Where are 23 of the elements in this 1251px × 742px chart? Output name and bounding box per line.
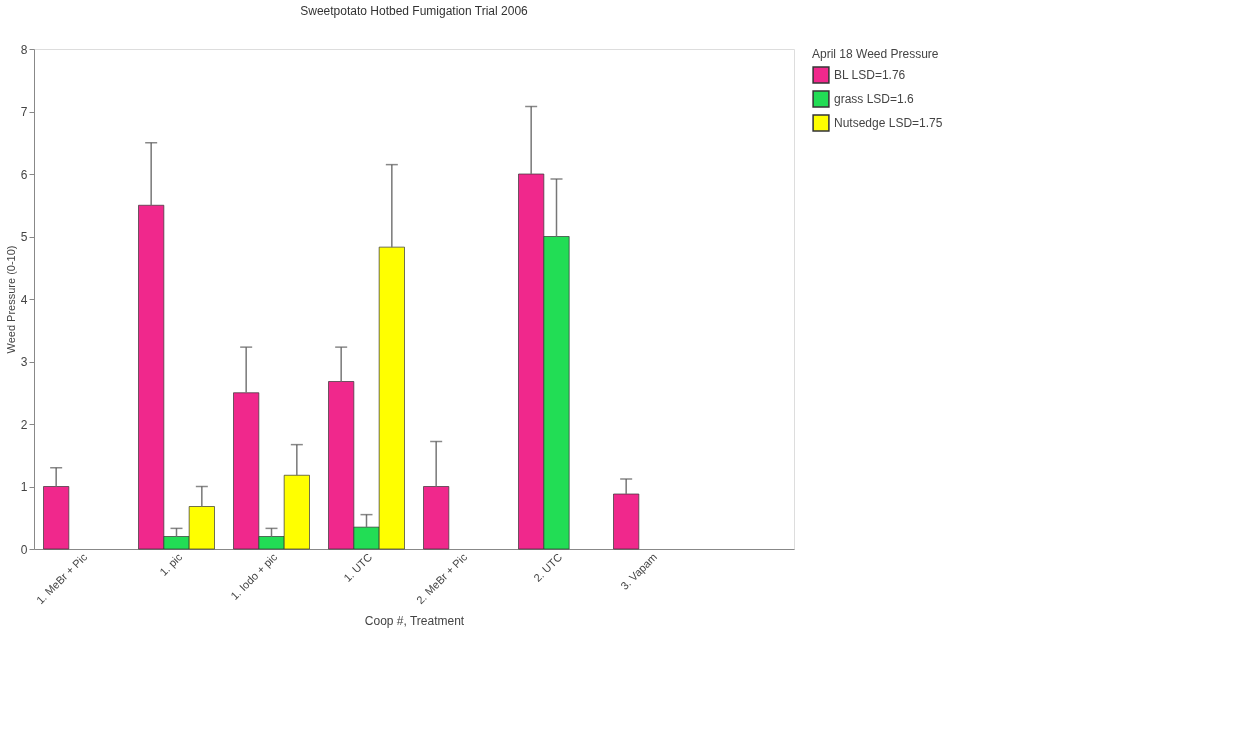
x-tick-label: 2. UTC — [531, 550, 565, 584]
legend-label: BL LSD=1.76 — [834, 68, 906, 82]
y-tick-label: 5 — [20, 230, 28, 244]
x-tick-label: 1. pic — [157, 550, 185, 578]
y-axis-title: Weed Pressure (0-10) — [4, 245, 17, 354]
legend-label: grass LSD=1.6 — [834, 92, 915, 106]
y-tick-label: 6 — [20, 167, 28, 182]
legend-title: April 18 Weed Pressure — [812, 47, 939, 61]
y-tick-label: 4 — [20, 292, 28, 307]
y-tick-label: 7 — [20, 105, 28, 119]
x-tick-label: 1. Iodo + pic — [228, 550, 280, 602]
x-tick-label: 1. UTC — [341, 550, 375, 584]
x-axis-title: Coop #, Treatment — [364, 614, 465, 629]
bar — [43, 486, 70, 550]
y-tick-label: 0 — [20, 542, 28, 557]
y-tick-label: 8 — [20, 42, 28, 57]
bar — [423, 486, 450, 550]
bar — [613, 493, 640, 550]
y-tick-label: 2 — [20, 417, 28, 432]
y-tick-label: 1 — [20, 480, 28, 494]
y-tick-label: 3 — [20, 355, 28, 369]
chart-title: Sweetpotato Hotbed Fumigation Trial 2006 — [300, 4, 529, 18]
legend-label: Nutsedge LSD=1.75 — [834, 116, 943, 130]
